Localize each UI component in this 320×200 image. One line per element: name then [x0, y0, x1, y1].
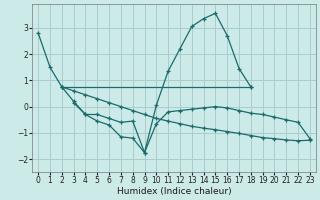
- X-axis label: Humidex (Indice chaleur): Humidex (Indice chaleur): [117, 187, 231, 196]
